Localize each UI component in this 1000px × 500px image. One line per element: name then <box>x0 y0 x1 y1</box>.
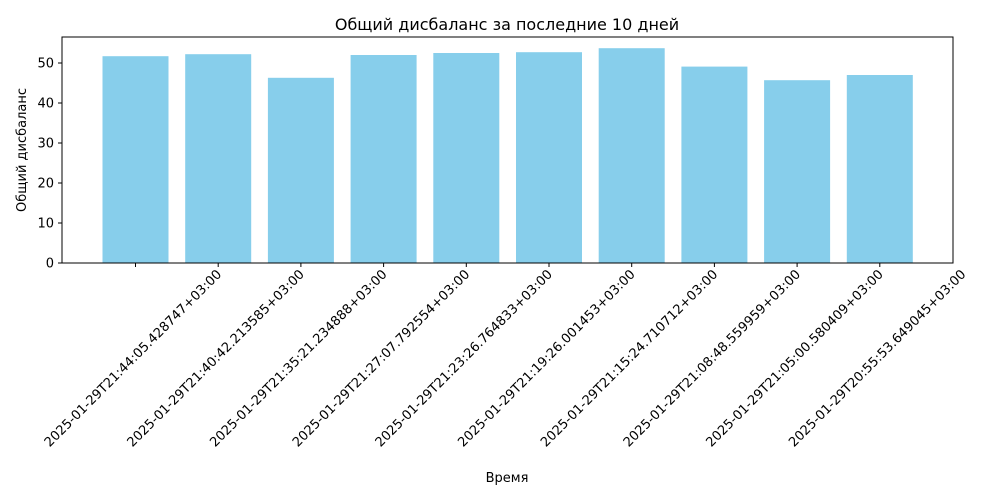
plot-frame <box>61 36 954 264</box>
y-tick-label: 30 <box>37 137 54 152</box>
x-tick-label: 2025-01-29T20:55:53.649045+03:00 <box>786 267 969 450</box>
bar-1 <box>185 54 252 264</box>
x-tick-label: 2025-01-29T21:15:24.710712+03:00 <box>538 267 721 450</box>
x-tick-label: 2025-01-29T21:27:07.792554+03:00 <box>290 267 473 450</box>
x-tick-label: 2025-01-29T21:40:42.213585+03:00 <box>125 267 308 450</box>
y-tick-label: 40 <box>37 97 54 112</box>
bar-4 <box>433 53 500 263</box>
x-axis: 2025-01-29T21:44:05.428747+03:002025-01-… <box>42 263 969 450</box>
bar-8 <box>764 80 831 263</box>
bar-2 <box>267 77 334 263</box>
y-tick-label: 0 <box>46 257 54 272</box>
y-tick-label: 50 <box>37 57 54 72</box>
bar-6 <box>598 48 665 264</box>
bar-5 <box>516 52 582 264</box>
x-tick-label: 2025-01-29T21:35:21.234888+03:00 <box>207 267 390 450</box>
x-tick-label: 2025-01-29T21:05:00.580409+03:00 <box>703 267 886 450</box>
bar-7 <box>681 66 748 263</box>
x-tick-label: 2025-01-29T21:44:05.428747+03:00 <box>42 267 225 450</box>
bar-0 <box>102 56 169 264</box>
y-axis: 0 10 20 30 40 50 <box>37 57 62 272</box>
x-tick-label: 2025-01-29T21:19:26.001453+03:00 <box>455 267 638 450</box>
bars-group <box>102 48 913 264</box>
y-tick-label: 10 <box>37 217 54 232</box>
x-tick-label: 2025-01-29T21:23:26.764833+03:00 <box>373 267 556 450</box>
x-axis-label: Время <box>486 471 529 486</box>
x-tick-label: 2025-01-29T21:08:48.559959+03:00 <box>621 267 804 450</box>
bar-3 <box>350 55 417 263</box>
y-axis-label: Общий дисбаланс <box>15 88 30 212</box>
chart-title: Общий дисбаланс за последние 10 дней <box>335 15 679 34</box>
bar-9 <box>846 75 913 263</box>
y-tick-label: 20 <box>37 177 54 192</box>
